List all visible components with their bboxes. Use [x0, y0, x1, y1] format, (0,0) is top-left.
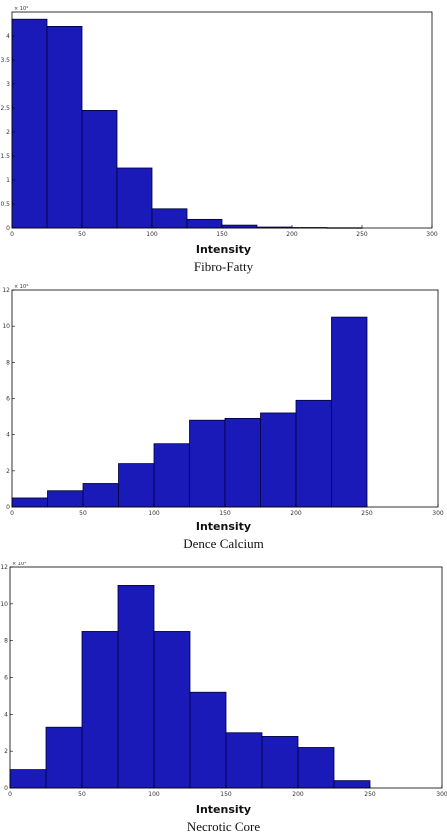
- histogram-fibro-fatty: 0 50 100 150 200 250 300 0 0.5 1 1.5 2 2.5 3 3.5 4 × 10⁴: [0, 6, 438, 238]
- histogram-bar: [11, 497, 48, 508]
- y-tick-label: 0: [6, 225, 10, 232]
- chart-fibro-fatty: 0 50 100 150 200 250 300 0 0.5 1 1.5 2 2.5 3 3.5 4 × 10⁴…: [0, 0, 447, 280]
- y-tick-label: 2: [6, 129, 10, 136]
- x-tick-label: 300: [426, 231, 438, 238]
- x-tick-label: 150: [216, 231, 228, 238]
- x-axis-label: Intensity: [195, 243, 252, 256]
- histogram-bar: [189, 419, 226, 508]
- y-tick-label: 2: [4, 748, 8, 755]
- chart-dence-calcium: 0 50 100 150 200 250 300 0 2 4 6 8 10 12 × 10⁴ Intensi…: [0, 280, 447, 562]
- x-tick-label: 100: [148, 510, 160, 517]
- histogram-bar: [117, 585, 155, 789]
- histogram-bar: [295, 399, 332, 508]
- histogram-bar: [221, 224, 258, 229]
- x-tick-label: 200: [286, 231, 298, 238]
- histogram-dence-calcium: 0 50 100 150 200 250 300 0 2 4 6 8 10 12 × 10⁴: [2, 284, 444, 517]
- y-tick-label: 4: [6, 33, 10, 40]
- x-tick-label: 100: [146, 231, 158, 238]
- y-tick-label: 12: [0, 564, 8, 571]
- x-tick-label: 100: [148, 791, 160, 798]
- y-tick-label: 8: [6, 359, 10, 366]
- x-tick-label: 150: [219, 510, 231, 517]
- y-tick-label: 1: [6, 177, 10, 184]
- histogram-bar: [260, 412, 297, 508]
- y-tick-label: 4: [6, 432, 10, 439]
- x-tick-label: 50: [78, 791, 86, 798]
- x-axis-label: Intensity: [195, 520, 252, 533]
- y-axis-multiplier: × 10⁴: [14, 6, 28, 12]
- histogram-bar: [116, 167, 153, 229]
- y-tick-label: 0: [6, 504, 10, 511]
- histogram-bar: [81, 631, 119, 789]
- y-tick-label: 6: [4, 675, 8, 682]
- histogram-bar: [81, 110, 118, 229]
- x-tick-label: 50: [79, 510, 87, 517]
- x-tick-label: 300: [432, 510, 444, 517]
- y-tick-label: 10: [2, 323, 10, 330]
- y-tick-label: 0: [4, 785, 8, 792]
- y-tick-label: 0.5: [0, 201, 10, 208]
- chart-caption: Dence Calcium: [183, 536, 264, 551]
- histogram-bar: [153, 443, 190, 508]
- x-tick-label: 250: [361, 510, 373, 517]
- y-tick-label: 4: [4, 711, 8, 718]
- y-axis-multiplier: × 10⁴: [12, 562, 26, 567]
- x-tick-label: 50: [78, 231, 86, 238]
- histogram-bar: [186, 218, 223, 229]
- chart-caption: Fibro-Fatty: [193, 259, 254, 274]
- chart-necrotic-core: 0 50 100 150 200 250 300 0 2 4 6 8 10 12 × 10⁴ Intensi…: [0, 562, 447, 840]
- y-tick-label: 6: [6, 396, 10, 403]
- y-tick-label: 10: [0, 601, 8, 608]
- y-tick-label: 3.5: [0, 57, 10, 64]
- histogram-bar: [261, 736, 299, 789]
- histogram-bar: [45, 726, 83, 789]
- x-tick-label: 300: [436, 791, 447, 798]
- x-tick-label: 0: [8, 791, 12, 798]
- histogram-bar: [47, 490, 84, 508]
- histogram-bar: [224, 417, 261, 508]
- histogram-necrotic-core: 0 50 100 150 200 250 300 0 2 4 6 8 10 12 × 10⁴: [0, 562, 447, 798]
- histogram-bar: [331, 316, 368, 508]
- x-tick-label: 0: [10, 510, 14, 517]
- y-tick-label: 12: [2, 287, 10, 294]
- y-tick-label: 3: [6, 81, 10, 88]
- x-tick-label: 200: [292, 791, 304, 798]
- y-tick-label: 2.5: [0, 105, 10, 112]
- chart-caption: Necrotic Core: [186, 819, 261, 834]
- histogram-bar: [189, 691, 227, 789]
- histogram-bar: [333, 780, 371, 789]
- x-tick-label: 250: [356, 231, 368, 238]
- x-tick-label: 250: [364, 791, 376, 798]
- histogram-bar: [11, 18, 48, 229]
- y-tick-label: 2: [6, 468, 10, 475]
- histogram-bar: [82, 483, 119, 508]
- x-tick-label: 200: [290, 510, 302, 517]
- y-tick-label: 8: [4, 638, 8, 645]
- histogram-bar: [118, 463, 155, 508]
- histogram-bar: [297, 747, 335, 789]
- histogram-bar: [9, 769, 47, 789]
- histogram-bar: [225, 732, 263, 789]
- histogram-bar: [151, 208, 188, 229]
- histogram-bar: [46, 25, 83, 229]
- x-tick-label: 0: [10, 231, 14, 238]
- y-axis-multiplier: × 10⁴: [14, 284, 28, 290]
- histogram-bar: [153, 631, 191, 789]
- x-axis-label: Intensity: [195, 803, 252, 816]
- x-tick-label: 150: [220, 791, 232, 798]
- y-tick-label: 1.5: [0, 153, 10, 160]
